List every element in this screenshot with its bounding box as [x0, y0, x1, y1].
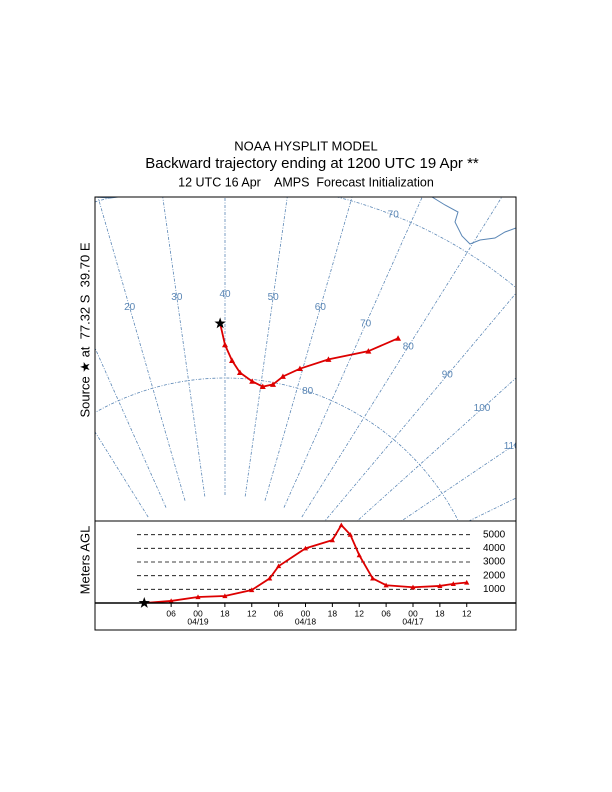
x-tick-label: 06	[274, 608, 284, 618]
x-tick-label: 18	[328, 608, 338, 618]
parallel	[95, 377, 459, 521]
meridian-label: 90	[442, 370, 454, 381]
x-tick-label: 00	[408, 608, 418, 618]
x-tick-label: 18	[220, 608, 230, 618]
height-marker	[347, 532, 353, 537]
source-star	[214, 317, 226, 329]
x-tick-label: 18	[435, 608, 445, 618]
trajectory-marker	[222, 341, 228, 348]
x-tick-label: 12	[247, 608, 257, 618]
height-marker	[410, 584, 416, 590]
meridian-label: 20	[124, 302, 136, 313]
trajectory-marker	[296, 365, 303, 372]
height-marker	[383, 582, 389, 588]
x-tick-label: 00	[193, 608, 203, 618]
meridian-label: 60	[315, 302, 327, 313]
ring-label: 70	[388, 210, 400, 221]
y-tick-label: 5000	[483, 529, 506, 540]
height-marker	[195, 594, 201, 600]
coastline	[431, 197, 516, 245]
meridian-label: 30	[171, 292, 183, 303]
height-marker	[464, 579, 470, 585]
date-label: 04/17	[402, 616, 424, 626]
trajectory-marker	[365, 348, 372, 354]
trajectory-marker	[270, 381, 277, 387]
height-marker	[356, 552, 362, 558]
height-marker	[329, 537, 335, 543]
trajectory-marker	[229, 357, 236, 363]
trajectory-marker	[395, 335, 402, 341]
height-marker	[437, 583, 443, 588]
map-panel: 20 30 40 50 60 70 80 90 100 110 70 80	[95, 197, 520, 521]
meridian	[324, 292, 516, 521]
x-tick-label: 06	[381, 608, 391, 618]
trajectory-marker	[325, 356, 332, 362]
meridian-label: 100	[474, 403, 491, 414]
meridian-label: 50	[268, 292, 280, 303]
y-tick-label: 4000	[483, 543, 506, 554]
meridian-label: 110	[504, 441, 520, 452]
trajectory-marker	[236, 369, 243, 375]
trajectory-line	[219, 323, 399, 388]
y-axis-title: Source ★ at 77.32 S 39.70 E	[77, 242, 92, 417]
height-marker	[302, 545, 309, 551]
meridian	[283, 197, 423, 508]
height-marker	[450, 581, 456, 586]
height-marker	[370, 575, 376, 581]
trajectory-marker	[259, 383, 266, 390]
height-marker	[222, 593, 228, 599]
x-tick-label: 06	[166, 608, 176, 618]
height-line	[144, 523, 467, 604]
y-tick-label: 2000	[483, 570, 506, 581]
y-tick-label: 1000	[483, 584, 506, 595]
ring-label: 80	[302, 386, 314, 397]
y-tick-label: 3000	[483, 557, 506, 568]
x-tick-label: 00	[301, 608, 311, 618]
meridian	[162, 197, 206, 497]
meridian-label: 40	[219, 289, 231, 300]
trajectory-marker	[279, 373, 286, 379]
height-marker	[276, 563, 282, 569]
subtitle: Backward trajectory ending at 1200 UTC 1…	[145, 155, 479, 172]
trajectory-marker	[249, 378, 256, 384]
height-panel: 1000 2000 3000 4000 5000 06 00 18 12 06 00 18 12 06 00…	[137, 522, 506, 626]
y-axis-title: Meters AGL	[77, 526, 92, 595]
date-label: 04/18	[295, 616, 317, 626]
height-marker	[267, 575, 273, 581]
meridian-label: 80	[403, 341, 415, 352]
meridian-label: 70	[360, 319, 372, 330]
title: NOAA HYSPLIT MODEL	[234, 138, 378, 153]
height-marker	[168, 598, 174, 604]
note: 12 UTC 16 Apr AMPS Forecast Initializati…	[178, 175, 434, 189]
x-tick-label: 12	[355, 608, 365, 618]
height-marker	[249, 587, 255, 593]
height-frame	[94, 520, 517, 631]
x-tick-label: 12	[462, 608, 472, 618]
height-marker	[338, 522, 344, 528]
date-label: 04/19	[187, 616, 209, 626]
